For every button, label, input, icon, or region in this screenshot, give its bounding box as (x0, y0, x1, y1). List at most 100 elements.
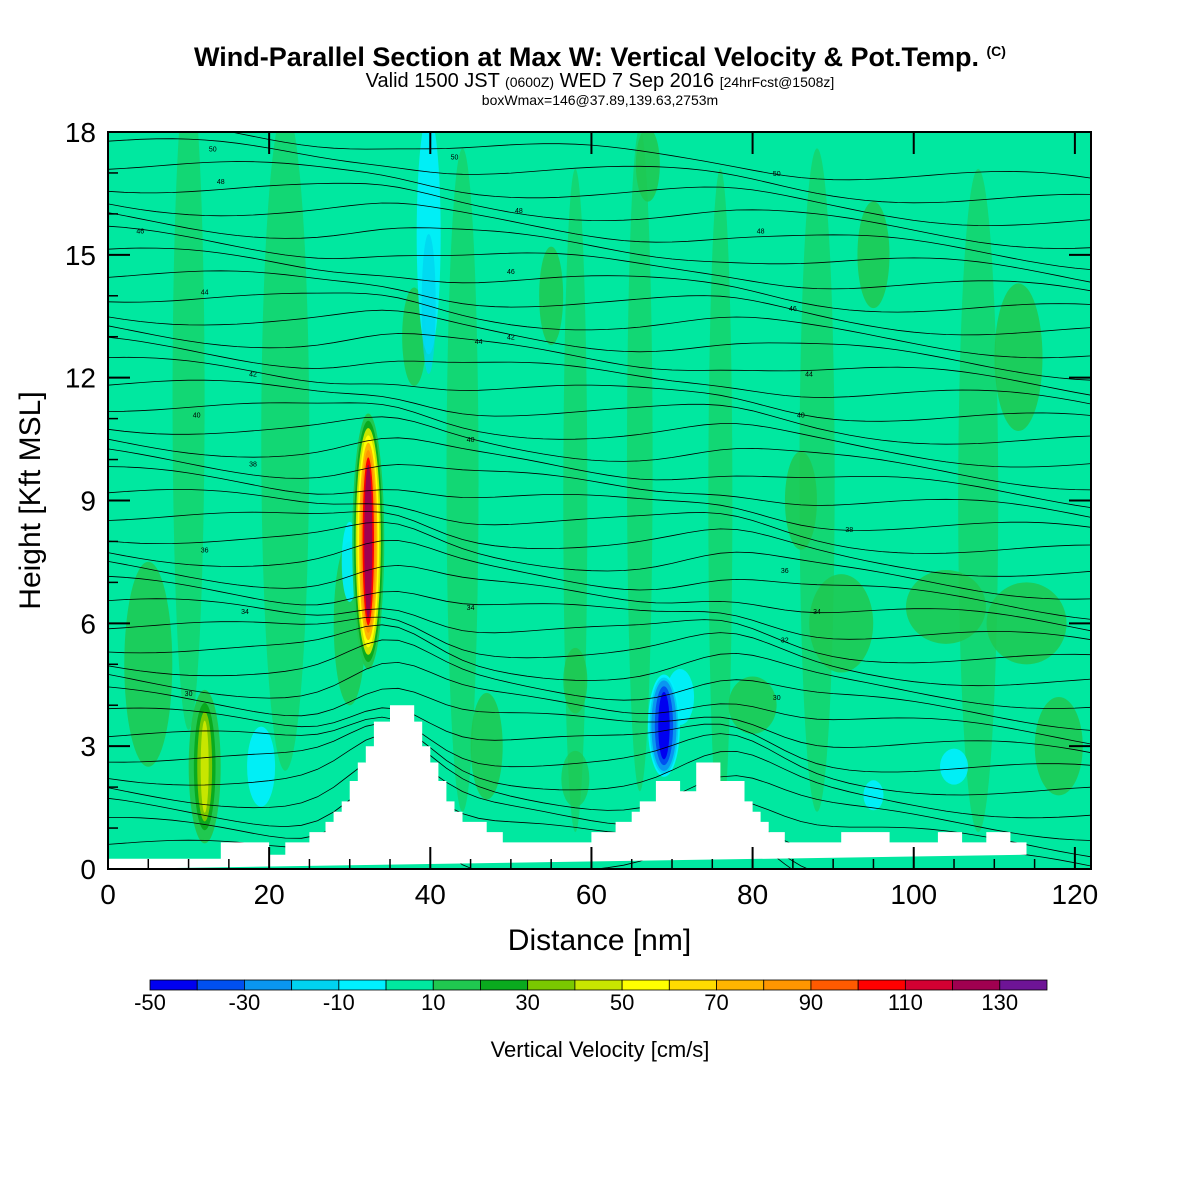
contour-label: 44 (475, 339, 483, 346)
contour-label: 48 (515, 208, 523, 215)
y-tick-label: 9 (80, 486, 96, 517)
y-tick-label: 0 (80, 854, 96, 885)
colorbar-tick-label: -50 (134, 990, 166, 1015)
colorbar-bin (338, 979, 387, 991)
colorbar-bin (574, 979, 623, 991)
blob-5 (809, 574, 874, 673)
colorbar-tick-label: 130 (981, 990, 1019, 1015)
colorbar-tick-label: 70 (704, 990, 729, 1015)
blob-6 (905, 570, 986, 644)
blob-12 (539, 246, 564, 345)
contour-label: 36 (201, 548, 209, 555)
contour-label: 50 (451, 155, 459, 162)
box-wmax-line: boxWmax=146@37.89,139.63,2753m (481, 92, 719, 108)
cyan-right (940, 748, 969, 785)
contour-label: 34 (241, 609, 249, 616)
isentrope-12 (108, 616, 1091, 687)
isentrope-19 (108, 489, 1091, 554)
colorbar-tick-label: -10 (322, 990, 355, 1015)
colorbar-bin (149, 979, 198, 991)
isentrope-6 (108, 716, 1091, 796)
isentrope-13 (108, 598, 1091, 664)
colorbar-tick-label: 30 (515, 990, 540, 1015)
colorbar-bin (810, 979, 859, 991)
updraft-low-1 (188, 689, 221, 844)
contour-label: 30 (185, 691, 193, 698)
y-tick-label: 6 (80, 608, 96, 639)
terrain-mask (108, 705, 1027, 869)
x-tick-label: 60 (576, 879, 607, 910)
colorbar (149, 979, 1048, 991)
x-tick-label: 20 (254, 879, 285, 910)
isentrope-14 (108, 575, 1091, 641)
colorbar-bin (904, 979, 953, 991)
isentrope-22 (108, 437, 1091, 508)
isentrope-39 (229, 132, 1091, 181)
terrain-profile (108, 705, 1027, 869)
colorbar-bin (385, 979, 434, 991)
y-tick-label: 12 (65, 363, 96, 394)
isentrope-37 (108, 161, 1091, 227)
isentrope-30 (108, 292, 1091, 359)
contour-label: 42 (249, 372, 257, 379)
isentrope-34 (108, 212, 1091, 283)
colorbar-bin (291, 979, 340, 991)
contour-label: 50 (773, 171, 781, 178)
contour-label: 44 (201, 290, 209, 297)
isentrope-38 (108, 138, 1091, 204)
isentrope-36 (108, 182, 1091, 249)
isentrope-15 (108, 561, 1091, 632)
blob-7 (986, 582, 1067, 665)
isentrope-26 (108, 356, 1091, 422)
colorbar-bin (432, 979, 481, 991)
colorbar-bin (999, 979, 1048, 991)
green-valley (561, 750, 590, 807)
blob-8 (1034, 696, 1083, 796)
x-tick-label: 0 (100, 879, 116, 910)
cyan-streak-core (421, 233, 436, 374)
contour-label: 38 (249, 462, 257, 469)
isentrope-21 (108, 448, 1091, 518)
isentrope-32 (108, 247, 1091, 313)
isentrope-24 (108, 402, 1091, 468)
isentrope-35 (108, 202, 1091, 270)
colorbar-bin (621, 979, 670, 991)
contour-label: 38 (845, 527, 853, 534)
contour-label: 34 (467, 605, 475, 612)
colorbar-bin (857, 979, 906, 991)
velocity-field (108, 132, 1091, 869)
colorbar-tick-label: 110 (887, 990, 923, 1015)
x-tick-label: 80 (737, 879, 768, 910)
contour-label: 50 (209, 146, 217, 153)
isentrope-3 (108, 753, 1091, 858)
isentrope-contours: 30 34 36 38 40 42 44 46 48 50 34 40 42 44 46 48 50 32 30 36… (108, 132, 1091, 869)
plume-4 (626, 132, 653, 792)
colorbar-bin (196, 979, 245, 991)
isentrope-7 (108, 707, 1091, 773)
contour-label: 48 (757, 228, 765, 235)
colorbar-tick-label: 50 (609, 990, 635, 1015)
contour-label: 46 (136, 228, 144, 235)
blob-2 (470, 692, 503, 800)
colorbar-bin (716, 979, 765, 991)
isentrope-23 (108, 416, 1091, 491)
contour-label: 40 (193, 413, 201, 420)
contour-label: 48 (217, 179, 225, 186)
updraft-mountain-1 (352, 413, 385, 670)
colorbar-tick-label: 90 (798, 990, 824, 1015)
isentrope-29 (108, 309, 1091, 381)
colorbar-bin (480, 979, 529, 991)
colorbar-bin (763, 979, 812, 991)
isentrope-33 (108, 225, 1091, 292)
x-tick-label: 100 (890, 879, 937, 910)
cyan-low (247, 726, 276, 807)
y-axis-label: Height [Kft MSL] (14, 391, 47, 609)
contour-label: 34 (813, 609, 821, 616)
contour-label: 46 (507, 269, 515, 276)
contour-label: 40 (467, 437, 475, 444)
isentrope-4 (108, 733, 1091, 841)
colorbar-bin (527, 979, 576, 991)
blob-0 (124, 561, 173, 767)
colorbar-bin (244, 979, 293, 991)
cyan-right-2 (863, 780, 884, 811)
